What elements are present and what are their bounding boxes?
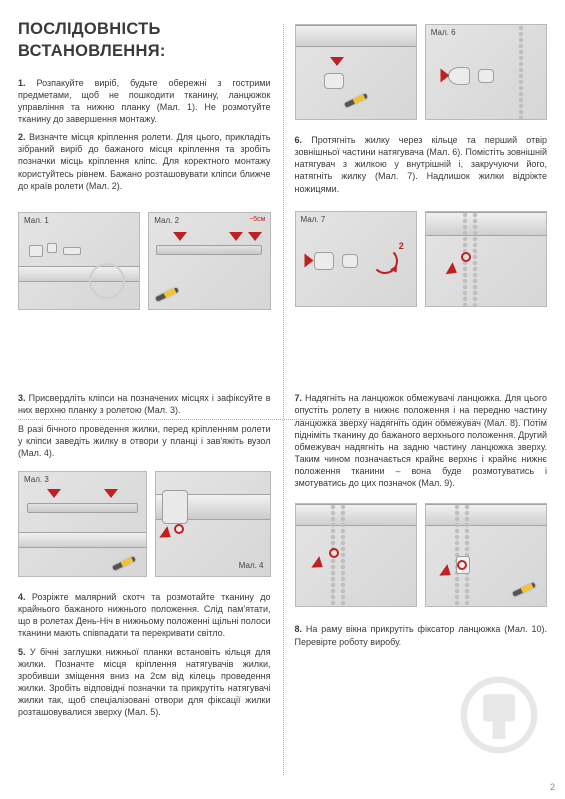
screwdriver-icon <box>155 287 179 302</box>
highlight-dot <box>174 524 184 534</box>
figure-5: Мал. 5 <box>295 24 417 120</box>
quadrant-top-left: ПОСЛІДОВНІСТЬ ВСТАНОВЛЕННЯ: 1. Розпакуйт… <box>18 18 271 378</box>
horizontal-divider <box>18 419 547 420</box>
hardware-clip <box>29 245 43 257</box>
step-1-text: 1. Розпакуйте виріб, будьте обережні з г… <box>18 77 271 126</box>
mount-bar <box>156 245 262 255</box>
step-body: На раму вікна прикрутіть фіксатор ланцюж… <box>295 624 547 646</box>
step-body: Протягніть жилку через кільце та перший … <box>295 135 548 194</box>
pointer-arrow <box>445 262 460 279</box>
pointer-arrow <box>439 565 454 582</box>
page-number: 2 <box>550 781 555 793</box>
screwdriver-icon <box>344 93 368 108</box>
chain <box>454 504 460 606</box>
pointer-arrow <box>229 232 243 241</box>
chain <box>472 212 478 306</box>
blind-tube <box>19 532 146 548</box>
step-6-text: 6. Протягніть жилку через кільце та перш… <box>295 134 548 195</box>
vertical-divider <box>283 24 284 775</box>
pointer-arrow <box>440 69 449 83</box>
tensioner-part <box>478 69 494 83</box>
tensioner-part <box>448 67 470 85</box>
figure-10: Мал. 10 <box>425 503 547 607</box>
step-body: Надягніть на ланцюжок обмежувачі ланцюжк… <box>295 393 548 488</box>
watermark-icon <box>459 675 539 755</box>
step-number: 6. <box>295 135 303 145</box>
pointer-arrow <box>173 232 187 241</box>
blind-tube <box>426 504 546 526</box>
figure-row: Мал. 9 Мал. 10 <box>295 503 548 607</box>
figure-row: Мал. 5 Мал. 6 <box>295 24 548 120</box>
pointer-arrow <box>47 489 61 498</box>
step-4-text: 4. Розріжте малярний скотч та розмотайте… <box>18 591 271 640</box>
step-7-text: 7. Надягніть на ланцюжок обмежувачі ланц… <box>295 392 548 489</box>
figure-6: Мал. 6 <box>425 24 547 120</box>
figure-label: Мал. 6 <box>431 28 456 39</box>
blind-tube <box>296 25 416 47</box>
step-3-text: 3. Присвердліть кліпси на позначених міс… <box>18 392 271 416</box>
highlight-dot <box>329 548 339 558</box>
step-number: 8. <box>295 624 303 634</box>
chain <box>464 504 470 606</box>
highlight-dot <box>461 252 471 262</box>
rotate-count: 2 <box>399 240 404 252</box>
tensioner-part <box>342 254 358 268</box>
screwdriver-icon <box>512 583 536 598</box>
figure-4: Мал. 4 <box>155 471 271 577</box>
blind-tube <box>426 212 546 236</box>
pointer-arrow <box>159 526 174 543</box>
step-number: 7. <box>295 393 303 403</box>
figure-3: Мал. 3 <box>18 471 147 577</box>
quadrant-bottom-left: 3. Присвердліть кліпси на позначених міс… <box>18 392 271 787</box>
figure-row: Мал. 1 Мал. 2 ~5см <box>18 212 271 310</box>
step-2-text: 2. Визначте місця кріплення ролети. Для … <box>18 131 271 192</box>
blind-tube <box>296 504 416 526</box>
dimension-label: ~5см <box>249 215 265 224</box>
quadrant-top-right: Мал. 5 Мал. 6 6. Протягніть жилку через … <box>295 18 548 378</box>
figure-row: Мал. 3 Мал. 4 <box>18 471 271 577</box>
roll-circle <box>89 263 125 299</box>
step-body: Визначте місця кріплення ролети. Для цьо… <box>18 132 271 191</box>
figure-label: Мал. 2 <box>154 216 179 227</box>
pointer-arrow <box>104 489 118 498</box>
figure-label: Мал. 1 <box>24 216 49 227</box>
pointer-arrow <box>248 232 262 241</box>
roller-end <box>162 490 188 524</box>
rotate-arrow <box>372 248 398 274</box>
pointer-arrow <box>311 557 326 574</box>
pointer-arrow <box>304 253 313 267</box>
step-body: У бічні заглушки нижньої планки встанові… <box>18 647 271 718</box>
step-number: 5. <box>18 647 26 657</box>
chain <box>518 25 524 119</box>
figure-8: Мал. 8 <box>425 211 547 307</box>
tensioner-part <box>324 73 344 89</box>
figure-label: Мал. 4 <box>239 561 264 572</box>
hardware-clip <box>47 243 57 253</box>
chain <box>340 504 346 606</box>
step-number: 4. <box>18 592 26 602</box>
hardware-clip <box>63 247 81 255</box>
step-body: Розпакуйте виріб, будьте обережні з гост… <box>18 78 271 124</box>
step-number: 1. <box>18 78 26 88</box>
step-5-text: 5. У бічні заглушки нижньої планки встан… <box>18 646 271 719</box>
pointer-arrow <box>330 57 344 66</box>
step-number: 3. <box>18 393 26 403</box>
page-title: ПОСЛІДОВНІСТЬ ВСТАНОВЛЕННЯ: <box>18 18 271 63</box>
figure-2: Мал. 2 ~5см <box>148 212 270 310</box>
step-body: Присвердліть кліпси на позначених місцях… <box>18 393 271 415</box>
step-8-text: 8. На раму вікна прикрутіть фіксатор лан… <box>295 623 548 647</box>
figure-1: Мал. 1 <box>18 212 140 310</box>
step-3b-text: В разі бічного проведення жилки, перед к… <box>18 423 271 459</box>
figure-row: Мал. 7 2 Мал. 8 <box>295 211 548 307</box>
figure-label: Мал. 7 <box>301 215 326 226</box>
figure-7: Мал. 7 2 <box>295 211 417 307</box>
step-number: 2. <box>18 132 26 142</box>
tensioner-part <box>314 252 334 270</box>
mount-bar <box>27 503 138 513</box>
figure-label: Мал. 3 <box>24 475 49 486</box>
figure-9: Мал. 9 <box>295 503 417 607</box>
step-body: Розріжте малярний скотч та розмотайте тк… <box>18 592 271 638</box>
screwdriver-icon <box>112 556 136 571</box>
